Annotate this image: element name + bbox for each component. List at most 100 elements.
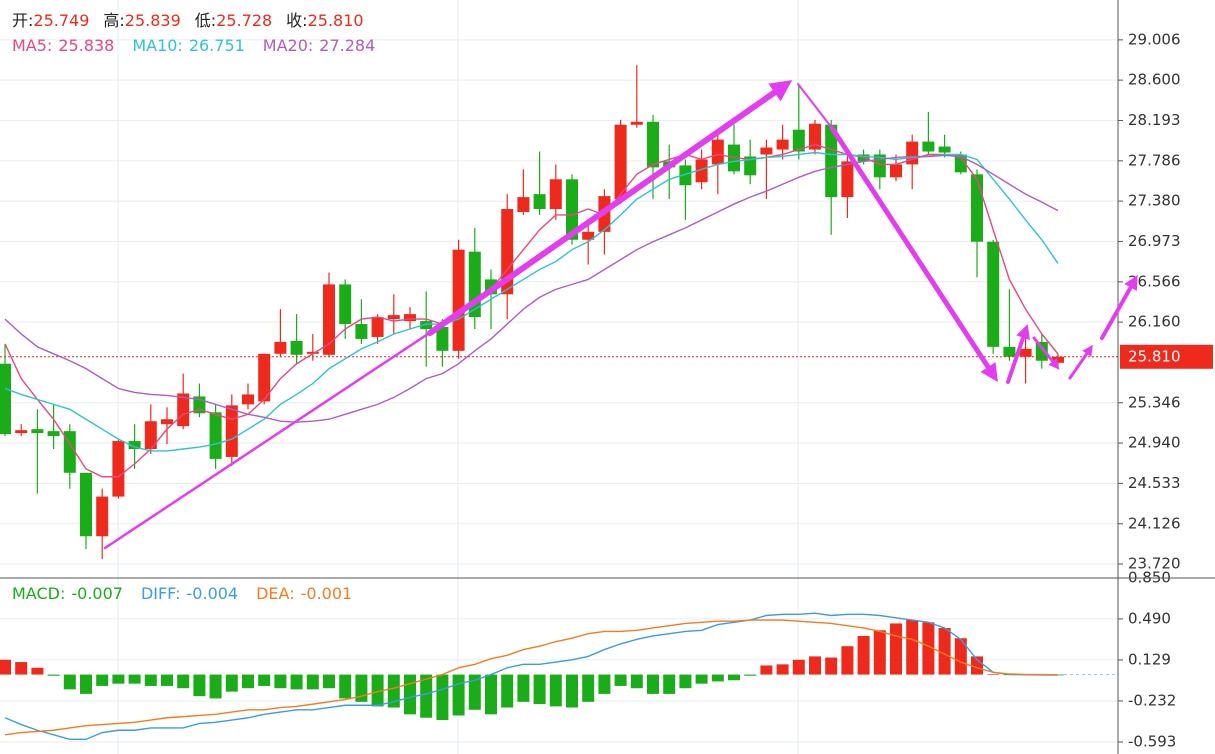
candle-body [371, 317, 384, 337]
candle-body [517, 197, 530, 213]
macd-bar [695, 674, 708, 684]
macd-bar [47, 674, 60, 676]
y-tick-label: 26.973 [1128, 232, 1181, 250]
legend-value: 25.728 [216, 11, 272, 30]
legend-name: MA20: [263, 36, 314, 55]
macd-bar [485, 674, 497, 715]
candle-body [404, 314, 416, 322]
candle-body [31, 429, 44, 434]
macd-bar [0, 659, 11, 675]
macd-bar [15, 662, 28, 675]
candle-body [954, 154, 967, 173]
legend-name: 高: [103, 11, 124, 30]
candle-body [938, 146, 951, 153]
macd-bar [857, 635, 870, 675]
candle-body [922, 141, 935, 152]
macd-bar [420, 674, 433, 718]
macd-bar [501, 674, 514, 708]
candle-body [695, 159, 708, 183]
candle-body [323, 284, 335, 355]
macd-bar [922, 622, 935, 675]
candle-body [582, 231, 595, 240]
macd-bar [728, 674, 740, 681]
macd-bar [274, 674, 287, 689]
candle-body [809, 123, 821, 150]
candle-body [177, 393, 190, 427]
macd-bar [258, 674, 271, 686]
macd-bar [96, 674, 109, 686]
y-tick-label: 0.490 [1128, 609, 1171, 627]
macd-bar [128, 674, 141, 684]
candle-body [96, 496, 109, 537]
macd-bar [792, 659, 805, 675]
macd-bar [177, 674, 190, 689]
candle-body [420, 321, 433, 330]
legend-value: 26.751 [189, 36, 245, 55]
macd-bar [468, 674, 481, 710]
macd-bar [614, 674, 627, 686]
y-tick-label: 27.380 [1128, 192, 1181, 210]
legend-value: 25.839 [125, 11, 181, 30]
macd-bar [63, 674, 76, 690]
candle-body [614, 124, 627, 200]
y-tick-label: -0.593 [1128, 732, 1176, 750]
macd-bar [647, 674, 659, 694]
legend-value: 25.749 [33, 11, 89, 30]
grid [117, 0, 799, 754]
candle-body [792, 129, 805, 152]
macd-bar [161, 674, 173, 686]
legend-name: MA5: [12, 36, 52, 55]
macd-bar [711, 674, 724, 682]
candle-body [1019, 348, 1032, 357]
legend: MA5: 25.838 MA10: 26.751 MA20: 27.284 [12, 36, 375, 55]
macd-bar [323, 674, 335, 689]
candle-body [452, 249, 465, 351]
macd-bar [744, 674, 757, 676]
macd-bar [938, 627, 951, 675]
plot: 29.006 28.600 28.193 27.786 27.380 26.973 26.5… [0, 11, 1213, 750]
candle-body [339, 284, 352, 325]
macd-bar [242, 674, 254, 689]
candle-body [825, 124, 838, 198]
macd-bar [582, 674, 595, 702]
macd-bar [404, 674, 416, 715]
candle-body [566, 179, 578, 240]
candle-body [225, 405, 238, 457]
candle-body [63, 431, 76, 473]
annotation-arrows [103, 80, 1138, 550]
candle-body [647, 121, 659, 168]
candle-body [711, 139, 724, 165]
legend-name: 低: [195, 11, 216, 30]
candle-body [890, 164, 902, 178]
candle-body [290, 340, 303, 355]
y-tick-label: -0.232 [1128, 691, 1176, 709]
line [4, 612, 1059, 741]
line [4, 143, 1059, 478]
y-tick-label: 26.566 [1128, 272, 1181, 290]
candle-body [128, 441, 141, 449]
candle-body [47, 431, 60, 437]
line [4, 154, 1059, 423]
candle-body [776, 139, 789, 150]
arrow [797, 83, 833, 129]
y-tick-label: 27.786 [1128, 151, 1181, 169]
arrow [1100, 274, 1138, 340]
legend-name: 开: [12, 11, 33, 30]
candle-body [112, 441, 125, 497]
candle-body [679, 165, 692, 186]
macd-bar [566, 674, 578, 708]
y-tick-label: 25.346 [1128, 393, 1181, 411]
y-tick-label: 28.193 [1128, 111, 1181, 129]
macd-bar [679, 674, 692, 689]
candle-body [744, 156, 757, 176]
candle-body [258, 353, 271, 402]
arrow [427, 80, 793, 336]
y-tick-label: 26.160 [1128, 313, 1181, 331]
candle-body [15, 430, 28, 434]
arrow [1006, 324, 1030, 384]
y-tick-label: 28.600 [1128, 71, 1181, 89]
legend-name: DEA: [256, 584, 294, 603]
candle-body [549, 179, 562, 210]
